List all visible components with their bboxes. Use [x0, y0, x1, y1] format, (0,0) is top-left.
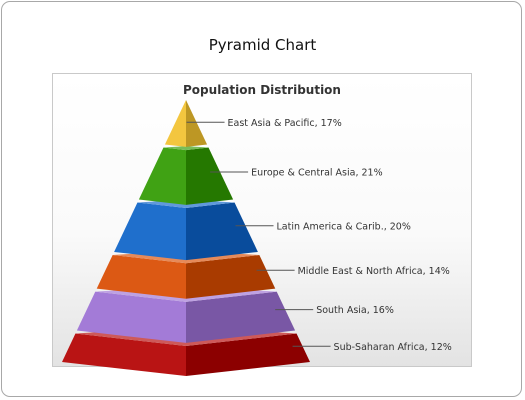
- segment-label: South Asia, 16%: [316, 305, 394, 316]
- segment-left-face: [164, 100, 186, 147]
- segment-right-face: [186, 202, 258, 261]
- segment-left-face: [96, 254, 186, 299]
- segment-right-face: [186, 254, 276, 299]
- segment-label: Middle East & North Africa, 14%: [298, 266, 450, 277]
- segment-right-face: [186, 333, 310, 376]
- segment-label: Latin America & Carib., 20%: [277, 221, 411, 232]
- segment-label: Europe & Central Asia, 21%: [251, 168, 383, 179]
- segment-label: Sub-Saharan Africa, 12%: [334, 342, 452, 353]
- page-title: Pyramid Chart: [208, 36, 317, 54]
- segment-right-face: [186, 291, 296, 343]
- segment-left-face: [114, 202, 186, 261]
- segment-left-face: [138, 147, 186, 205]
- segment-right-face: [186, 147, 234, 205]
- segment-right-face: [186, 100, 208, 147]
- pyramid-segment-east-asia-pacific: [164, 100, 208, 147]
- pyramid-segment-latin-america-carib: [114, 199, 258, 261]
- pyramid-segment-europe-central-asia: [138, 146, 234, 205]
- chart-title: Population Distribution: [183, 83, 341, 97]
- segment-left-face: [76, 291, 186, 343]
- segment-left-face: [62, 333, 186, 376]
- segment-top-face: [163, 146, 209, 151]
- segment-label: East Asia & Pacific, 17%: [228, 118, 342, 129]
